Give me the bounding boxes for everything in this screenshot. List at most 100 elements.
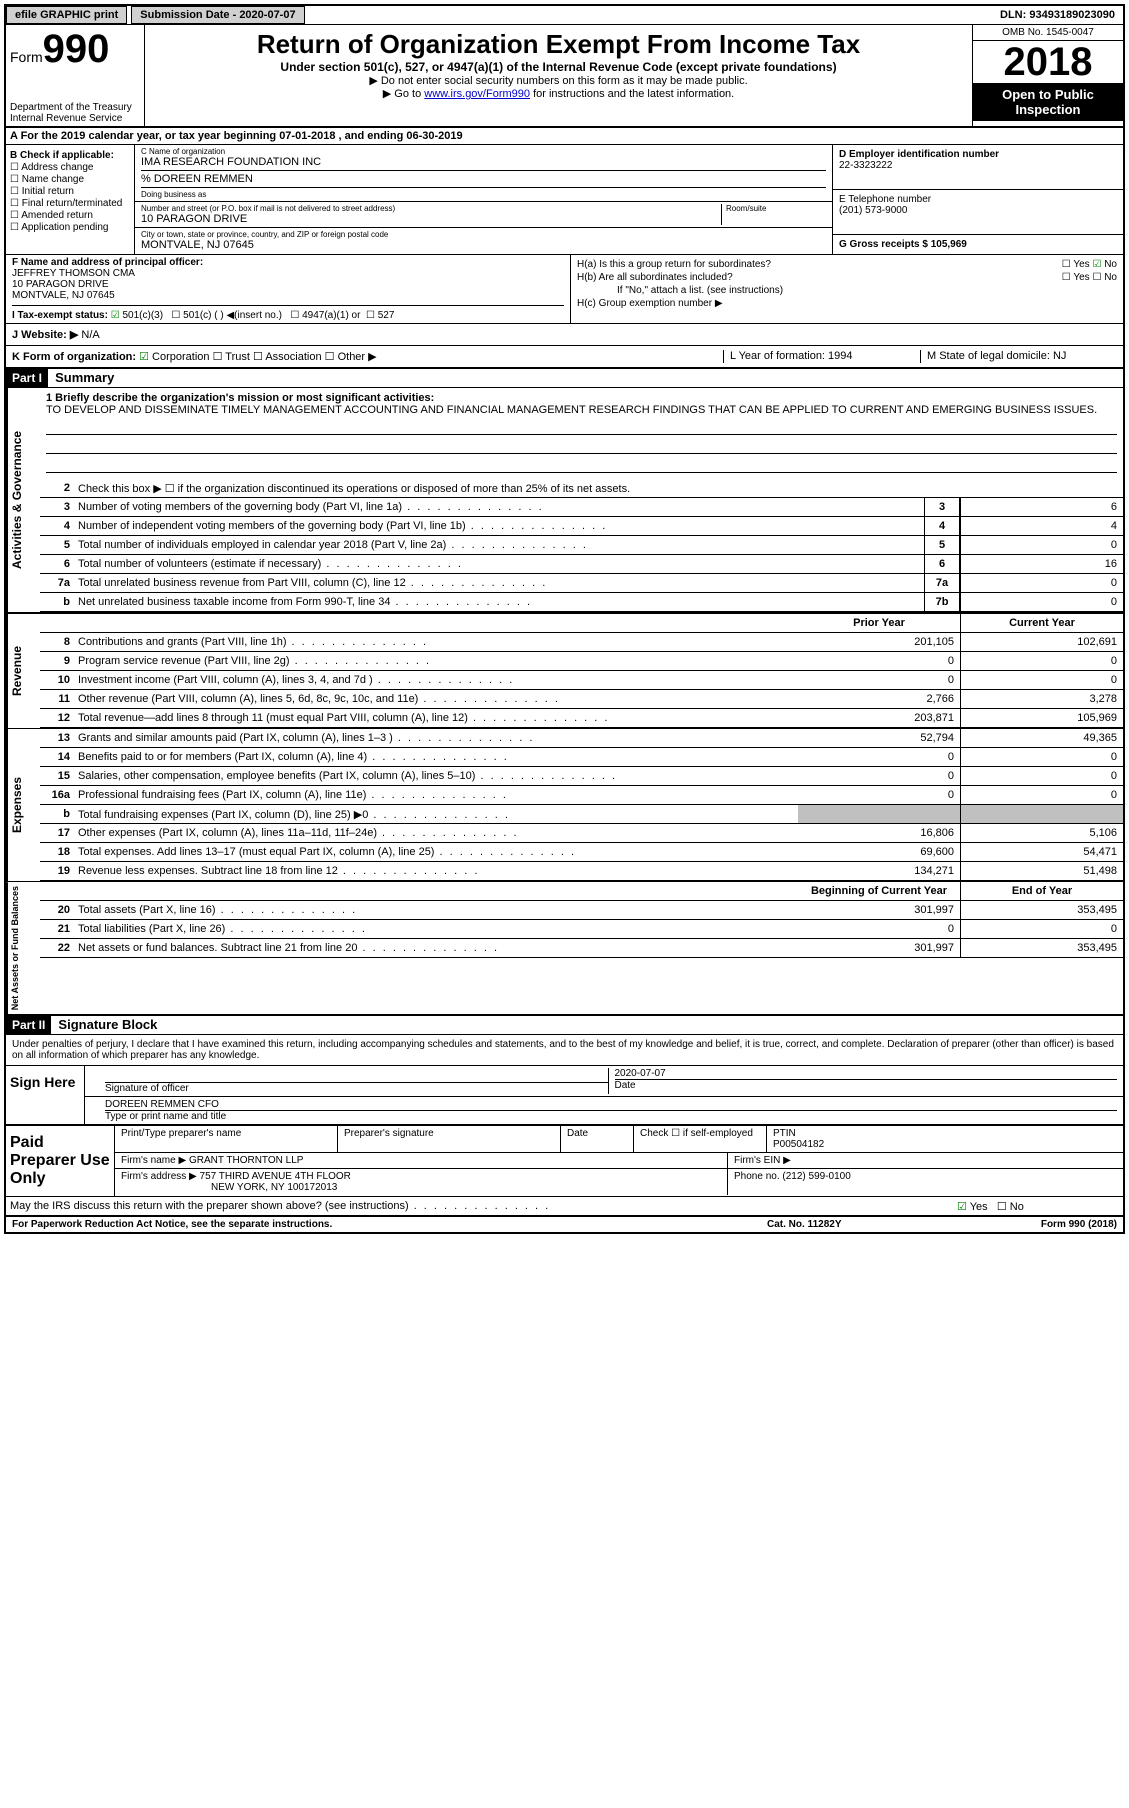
net-assets-section: Net Assets or Fund Balances Beginning of… [6, 881, 1123, 1014]
prior-value: 201,105 [798, 633, 961, 651]
row-num: 11 [40, 691, 74, 707]
ha-no[interactable]: No [1092, 259, 1117, 270]
expenses-section: Expenses 13 Grants and similar amounts p… [6, 728, 1123, 881]
chk-trust[interactable]: Trust [213, 351, 250, 363]
row-desc: Salaries, other compensation, employee b… [74, 768, 798, 784]
row-num: 14 [40, 749, 74, 765]
chk-other[interactable]: Other ▶ [325, 351, 377, 363]
side-label-governance: Activities & Governance [6, 388, 40, 612]
table-row: 11 Other revenue (Part VIII, column (A),… [40, 690, 1123, 709]
revenue-section: Revenue Prior Year Current Year 8 Contri… [6, 612, 1123, 728]
ha-label: H(a) Is this a group return for subordin… [577, 259, 771, 270]
signature-declaration: Under penalties of perjury, I declare th… [6, 1035, 1123, 1065]
begin-year-header: Beginning of Current Year [798, 882, 961, 900]
chk-name-change[interactable]: Name change [10, 174, 130, 185]
hc-label: H(c) Group exemption number ▶ [577, 298, 1117, 309]
table-row: 16a Professional fundraising fees (Part … [40, 786, 1123, 805]
header-mid: Return of Organization Exempt From Incom… [145, 25, 972, 126]
chk-association[interactable]: Association [253, 351, 322, 363]
row-value: 0 [960, 593, 1123, 611]
row-num: 16a [40, 787, 74, 803]
box-deg: D Employer identification number 22-3323… [833, 145, 1123, 254]
current-value: 0 [961, 652, 1123, 670]
box-f: F Name and address of principal officer:… [6, 255, 571, 323]
row-a-tax-year: A For the 2019 calendar year, or tax yea… [6, 128, 1123, 145]
form-note1: ▶ Do not enter social security numbers o… [149, 74, 968, 87]
irs-link[interactable]: www.irs.gov/Form990 [424, 88, 530, 100]
firm-name-label: Firm's name ▶ [121, 1155, 186, 1166]
prep-name-label: Print/Type preparer's name [115, 1126, 338, 1152]
hb-no[interactable]: No [1092, 272, 1117, 283]
sig-officer-label: Signature of officer [105, 1083, 608, 1094]
form-title: Return of Organization Exempt From Incom… [149, 29, 968, 60]
line-i-label: I Tax-exempt status: [12, 310, 108, 321]
firm-phone: (212) 599-0100 [782, 1171, 850, 1182]
ein-value: 22-3323222 [839, 160, 1117, 171]
chk-initial-return[interactable]: Initial return [10, 186, 130, 197]
line2-desc: Check this box ▶ ☐ if the organization d… [74, 480, 1123, 497]
row-num: 4 [40, 518, 74, 534]
row-num: 22 [40, 940, 74, 956]
chk-application-pending[interactable]: Application pending [10, 222, 130, 233]
chk-address-change[interactable]: Address change [10, 162, 130, 173]
chk-amended-return[interactable]: Amended return [10, 210, 130, 221]
submission-date-button[interactable]: Submission Date - 2020-07-07 [131, 6, 304, 24]
discuss-yes[interactable]: Yes [957, 1201, 988, 1213]
prior-value: 0 [798, 748, 961, 766]
discuss-no[interactable]: No [997, 1201, 1024, 1213]
dept-label: Department of the Treasury Internal Reve… [10, 102, 140, 124]
row-desc: Program service revenue (Part VIII, line… [74, 653, 798, 669]
part1-badge: Part I [6, 369, 48, 387]
dba-label: Doing business as [141, 187, 826, 199]
row-box: 3 [924, 498, 960, 516]
ptin-label: PTIN [773, 1128, 796, 1139]
gross-receipts: G Gross receipts $ 105,969 [839, 239, 1117, 250]
row-desc: Total unrelated business revenue from Pa… [74, 575, 924, 591]
row-desc: Other revenue (Part VIII, column (A), li… [74, 691, 798, 707]
prior-value: 301,997 [798, 901, 961, 919]
row-desc: Net assets or fund balances. Subtract li… [74, 940, 798, 956]
chk-527[interactable]: 527 [366, 310, 394, 321]
discuss-label: May the IRS discuss this return with the… [6, 1198, 951, 1214]
efile-print-button[interactable]: efile GRAPHIC print [6, 6, 127, 24]
chk-501c[interactable]: 501(c) ( ) ◀(insert no.) [171, 310, 282, 321]
ha-yes[interactable]: Yes [1062, 259, 1090, 270]
chk-501c3[interactable]: 501(c)(3) [111, 310, 163, 321]
note2-suffix: for instructions and the latest informat… [530, 88, 734, 100]
row-desc: Total number of volunteers (estimate if … [74, 556, 924, 572]
note2-prefix: ▶ Go to [383, 88, 424, 100]
form-word: Form [10, 49, 43, 65]
chk-final-return[interactable]: Final return/terminated [10, 198, 130, 209]
line-j: J Website: ▶ N/A [6, 324, 1123, 346]
officer-city: MONTVALE, NJ 07645 [12, 290, 564, 301]
footer-left: For Paperwork Reduction Act Notice, see … [12, 1219, 767, 1230]
mission-blank2 [46, 437, 1117, 454]
addr-label: Number and street (or P.O. box if mail i… [141, 204, 721, 213]
table-row: 5 Total number of individuals employed i… [40, 536, 1123, 555]
table-row: 21 Total liabilities (Part X, line 26) 0… [40, 920, 1123, 939]
prep-selfemp-label: Check ☐ if self-employed [634, 1126, 767, 1152]
table-row: 7a Total unrelated business revenue from… [40, 574, 1123, 593]
chk-corporation[interactable]: Corporation [139, 351, 209, 363]
chk-4947[interactable]: 4947(a)(1) or [290, 310, 360, 321]
table-row: 8 Contributions and grants (Part VIII, l… [40, 633, 1123, 652]
net-hdr-num [40, 889, 74, 893]
officer-addr: 10 PARAGON DRIVE [12, 279, 564, 290]
side-label-net: Net Assets or Fund Balances [6, 882, 40, 1014]
sig-date-value: 2020-07-07 [615, 1068, 1118, 1079]
hb-yes[interactable]: Yes [1062, 272, 1090, 283]
mission-text: TO DEVELOP AND DISSEMINATE TIMELY MANAGE… [46, 404, 1117, 416]
state-domicile: M State of legal domicile: NJ [920, 350, 1117, 363]
part2-header-row: Part II Signature Block [6, 1014, 1123, 1035]
row-num: 18 [40, 844, 74, 860]
city-label: City or town, state or province, country… [141, 230, 826, 239]
phone-label: E Telephone number [839, 194, 1117, 205]
current-value: 3,278 [961, 690, 1123, 708]
side-label-revenue: Revenue [6, 614, 40, 728]
row-value: 0 [960, 536, 1123, 554]
ein-label: D Employer identification number [839, 149, 1117, 160]
row-box: 6 [924, 555, 960, 573]
firm-name: GRANT THORNTON LLP [189, 1155, 303, 1166]
rev-hdr-desc [74, 621, 798, 625]
row-box: 7a [924, 574, 960, 592]
